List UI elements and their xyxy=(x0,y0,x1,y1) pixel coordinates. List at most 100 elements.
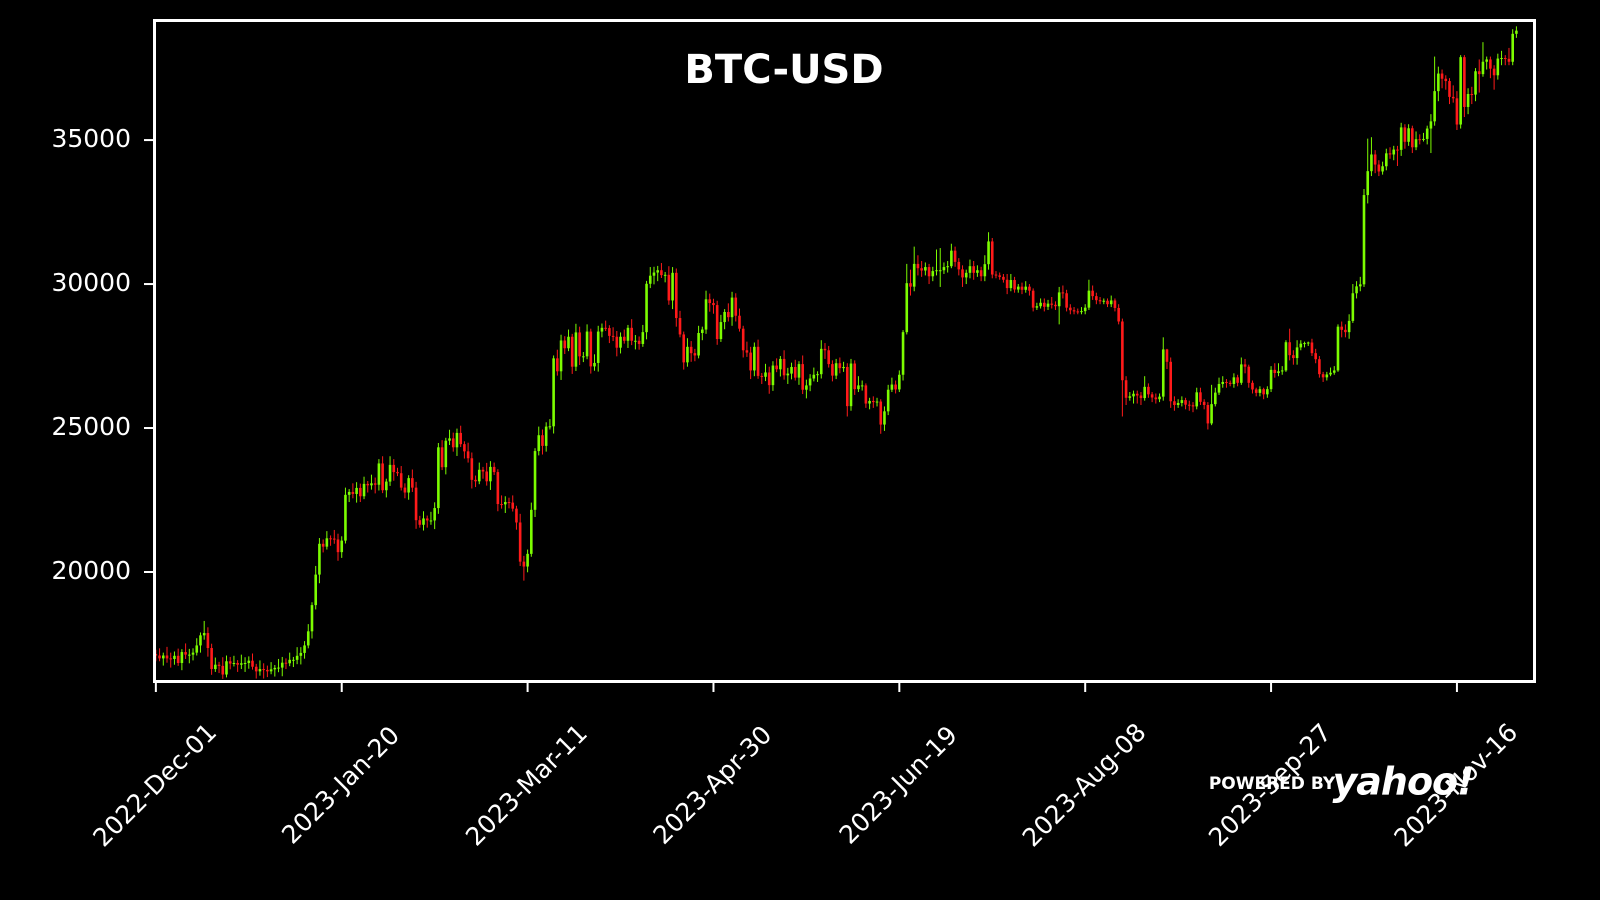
candle-body xyxy=(541,435,544,446)
candle-body xyxy=(994,274,998,276)
candle-body xyxy=(559,340,563,372)
candle-body xyxy=(600,327,604,332)
candle-body xyxy=(511,502,515,509)
candle-body xyxy=(321,543,325,547)
candle-body xyxy=(1095,296,1098,301)
candle-body xyxy=(1013,280,1016,290)
candle-body xyxy=(775,365,778,370)
candle-body xyxy=(396,472,399,474)
candle-body xyxy=(1254,389,1258,393)
candle-body xyxy=(615,336,619,348)
candle-body xyxy=(912,263,916,287)
candle-body xyxy=(388,464,392,482)
candle-body xyxy=(474,479,477,482)
candle-body xyxy=(764,372,767,377)
candle-body xyxy=(582,356,585,358)
candle-body xyxy=(1277,371,1280,374)
y-tick-label: 20000 xyxy=(51,556,131,585)
candle-body xyxy=(593,362,596,367)
candle-body xyxy=(786,373,790,376)
candle-body xyxy=(1355,286,1358,294)
candle-body xyxy=(898,374,901,390)
candle-body xyxy=(1128,396,1132,398)
candle-body xyxy=(693,353,697,356)
candle-body xyxy=(165,655,169,659)
candle-body xyxy=(292,659,295,661)
candle-body xyxy=(1240,364,1243,383)
candle-body xyxy=(217,664,221,666)
candle-body xyxy=(537,435,541,452)
plot-area xyxy=(154,26,1518,679)
candle-body xyxy=(225,661,228,675)
candle-body xyxy=(284,662,288,664)
candle-body xyxy=(570,336,574,367)
candle-body xyxy=(674,272,678,319)
candle-body xyxy=(176,655,180,663)
candle-body xyxy=(701,329,704,334)
candle-body xyxy=(277,667,280,669)
candle-body xyxy=(1481,61,1485,75)
candle-body xyxy=(496,472,500,505)
candle-body xyxy=(247,660,251,663)
candle-body xyxy=(1057,292,1061,307)
candle-body xyxy=(206,633,210,649)
candle-body xyxy=(938,270,942,272)
candle-body xyxy=(1065,293,1068,308)
candle-body xyxy=(860,385,864,387)
candle-body xyxy=(288,659,291,664)
candle-body xyxy=(1266,389,1269,395)
candle-body xyxy=(173,655,176,659)
candle-body xyxy=(1463,57,1466,107)
candle-body xyxy=(1485,59,1488,62)
candle-body xyxy=(753,346,756,371)
candle-body xyxy=(1489,59,1492,69)
candle-body xyxy=(325,538,329,547)
candle-body xyxy=(552,358,555,427)
candle-body xyxy=(976,270,979,273)
candle-body xyxy=(1069,307,1072,311)
candle-body xyxy=(1407,128,1410,142)
candle-body xyxy=(596,331,600,363)
candle-body xyxy=(492,466,496,473)
candle-body xyxy=(1191,405,1195,407)
candle-body xyxy=(243,662,247,664)
candle-body xyxy=(712,303,715,306)
candle-body xyxy=(347,491,351,495)
candle-body xyxy=(1399,127,1403,150)
watermark-prefix: POWERED BY xyxy=(1209,774,1336,794)
candle-body xyxy=(1228,382,1232,384)
candle-body xyxy=(370,483,373,486)
candle-body xyxy=(1459,57,1462,125)
candle-body xyxy=(1444,78,1448,82)
candle-body xyxy=(823,348,827,351)
candle-body xyxy=(440,447,444,468)
candle-body xyxy=(819,348,823,375)
candle-body xyxy=(466,451,470,459)
candle-body xyxy=(708,299,712,304)
candle-body xyxy=(1325,374,1329,378)
candle-body xyxy=(1009,280,1013,289)
candle-body xyxy=(608,328,611,336)
candle-body xyxy=(1217,383,1221,393)
candle-body xyxy=(515,508,518,523)
candle-body xyxy=(425,518,429,521)
candle-body xyxy=(1005,279,1009,289)
candle-body xyxy=(507,502,511,504)
candle-body xyxy=(1466,94,1470,107)
candle-body xyxy=(1292,355,1295,359)
candle-body xyxy=(1243,364,1247,367)
watermark-brand: yahoo! xyxy=(1332,760,1473,804)
candle-body xyxy=(808,378,812,386)
candle-body xyxy=(180,652,184,663)
candle-body xyxy=(1318,359,1321,375)
candle-body xyxy=(927,267,931,277)
candle-body xyxy=(983,264,987,277)
candle-body xyxy=(723,311,726,323)
candle-body xyxy=(767,372,771,386)
candle-body xyxy=(979,270,983,277)
candle-body xyxy=(351,491,355,494)
candle-body xyxy=(853,363,857,390)
candle-body xyxy=(1280,370,1284,372)
candle-body xyxy=(1251,382,1254,390)
